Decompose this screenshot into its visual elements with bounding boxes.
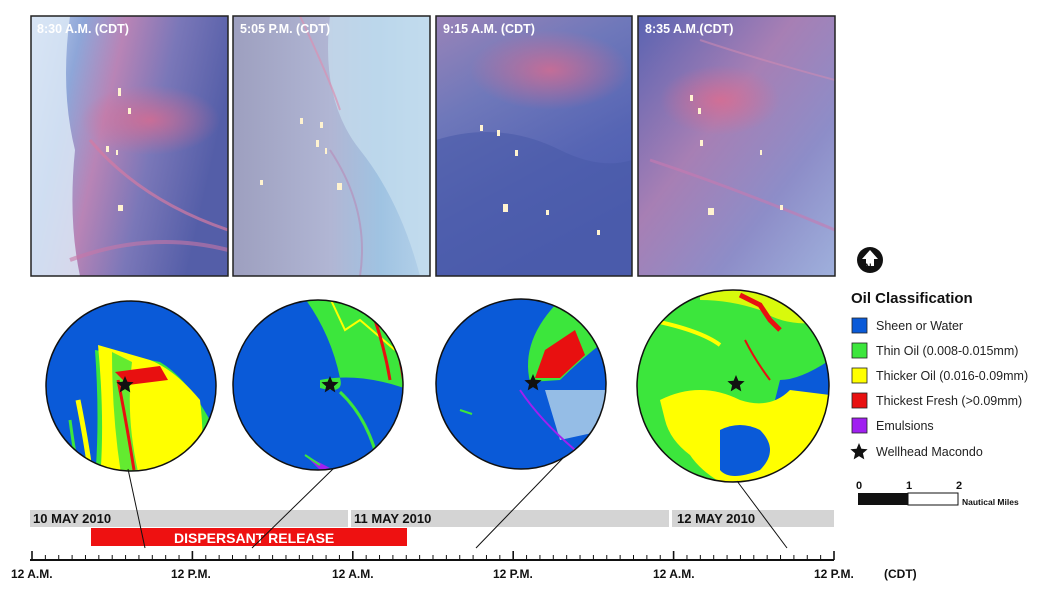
photo-label-3: 9:15 A.M. (CDT) xyxy=(443,22,535,36)
legend-label: Wellhead Macondo xyxy=(876,445,983,459)
day-band-2 xyxy=(351,510,669,527)
scale-unit: Nautical Miles xyxy=(962,497,1019,507)
day-label-1: 10 MAY 2010 xyxy=(33,511,111,526)
scale-bar: 0 1 2 Nautical Miles xyxy=(856,480,1019,507)
photo-frame-3 xyxy=(435,15,633,277)
aerial-photo-3 xyxy=(436,16,632,276)
wellhead-star-1 xyxy=(116,376,134,393)
day-band-1 xyxy=(30,510,348,527)
tick-label-1: 12 A.M. xyxy=(11,567,53,581)
legend-item-thickest-fresh: Thickest Fresh (>0.09mm) xyxy=(851,392,1022,409)
legend-swatch xyxy=(851,417,868,434)
legend-label: Emulsions xyxy=(876,419,934,433)
tick-label-6: 12 P.M. xyxy=(814,567,854,581)
timezone-label: (CDT) xyxy=(884,567,917,581)
day-bands: 10 MAY 2010 11 MAY 2010 12 MAY 2010 xyxy=(30,510,834,527)
north-arrow-icon: N xyxy=(857,247,883,273)
oil-map-4 xyxy=(636,289,830,483)
legend-title: Oil Classification xyxy=(851,290,973,307)
scale-label-1: 1 xyxy=(906,480,912,492)
photo-label-4: 8:35 A.M.(CDT) xyxy=(645,22,733,36)
tick-label-2: 12 P.M. xyxy=(171,567,211,581)
tick-label-5: 12 A.M. xyxy=(653,567,695,581)
photo-frame-4 xyxy=(637,15,836,277)
photo-frame-1 xyxy=(30,15,229,277)
photo-label-1: 8:30 A.M. (CDT) xyxy=(37,22,129,36)
star-icon xyxy=(850,443,868,460)
photo-frame-2 xyxy=(232,15,431,277)
legend-label: Thicker Oil (0.016-0.09mm) xyxy=(876,369,1028,383)
legend-item-sheen: Sheen or Water xyxy=(851,317,963,334)
legend-label: Thin Oil (0.008-0.015mm) xyxy=(876,344,1018,358)
dispersant-release-label: DISPERSANT RELEASE xyxy=(174,530,334,546)
oil-map-3 xyxy=(435,298,607,470)
legend-swatch xyxy=(851,367,868,384)
oil-map-2 xyxy=(232,299,404,471)
legend-item-emulsions: Emulsions xyxy=(851,417,934,434)
aerial-photo-4 xyxy=(638,16,835,276)
aerial-photo-2 xyxy=(233,16,430,276)
tick-label-3: 12 A.M. xyxy=(332,567,374,581)
tick-label-4: 12 P.M. xyxy=(493,567,533,581)
legend-item-wellhead: Wellhead Macondo xyxy=(850,443,983,460)
aerial-photo-1 xyxy=(31,16,228,276)
legend-item-thicker-oil: Thicker Oil (0.016-0.09mm) xyxy=(851,367,1028,384)
scale-label-0: 0 xyxy=(856,480,862,492)
wellhead-star-3 xyxy=(524,374,542,391)
day-label-2: 11 MAY 2010 xyxy=(354,511,431,526)
timeline-ticks xyxy=(31,551,835,560)
legend-label: Thickest Fresh (>0.09mm) xyxy=(876,394,1022,408)
svg-text:N: N xyxy=(865,262,872,272)
legend-swatch xyxy=(851,317,868,334)
photo-label-2: 5:05 P.M. (CDT) xyxy=(240,22,330,36)
legend-item-thin-oil: Thin Oil (0.008-0.015mm) xyxy=(851,342,1018,359)
legend-swatch xyxy=(851,342,868,359)
legend-label: Sheen or Water xyxy=(876,319,963,333)
dispersant-release-bar xyxy=(91,528,407,546)
day-band-3 xyxy=(672,510,834,527)
oil-map-1 xyxy=(45,300,217,472)
day-label-3: 12 MAY 2010 xyxy=(677,511,755,526)
wellhead-star-4 xyxy=(727,375,745,392)
scale-label-2: 2 xyxy=(956,480,962,492)
legend-swatch xyxy=(851,392,868,409)
connector-lines xyxy=(127,457,788,549)
wellhead-star-2 xyxy=(321,376,339,393)
